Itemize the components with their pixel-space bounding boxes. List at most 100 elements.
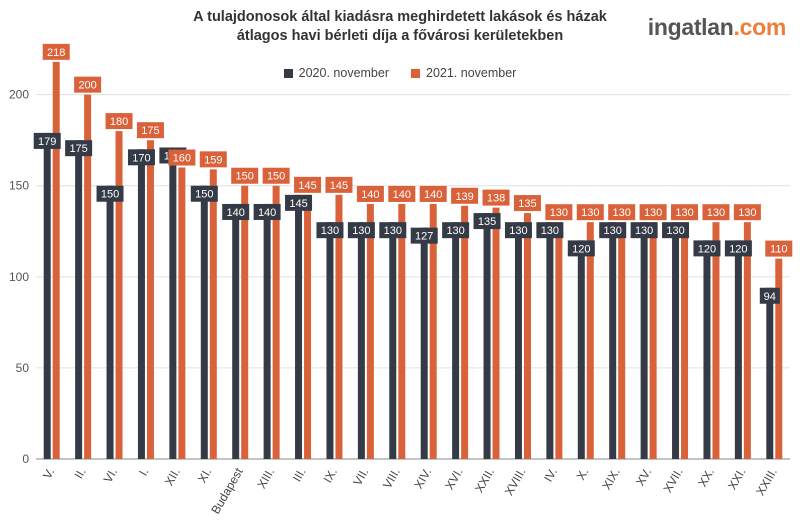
data-label-box-2020 [285,194,313,211]
bar-2020 [232,203,240,459]
category-label: XXIII. [753,466,780,498]
data-label-2021: 110 [770,244,788,256]
data-label-2021: 150 [236,171,254,183]
bar-2020 [389,222,397,459]
category-label: VI. [101,466,120,486]
data-label-2020: 127 [415,231,433,243]
y-tick-label: 150 [9,179,29,193]
data-label-2020: 120 [572,243,590,255]
bar-2021 [618,222,626,459]
data-label-2020: 145 [289,198,307,210]
data-label-box-2020 [759,287,780,304]
bar-2020 [734,240,742,459]
bar-2021 [523,213,531,459]
category-label: IV. [541,466,560,485]
data-label-2020: 130 [384,225,402,237]
data-label-2020: 130 [509,225,527,237]
data-label-box-2020 [316,222,344,239]
category-label: XI. [195,466,214,486]
data-label-2020: 120 [698,243,716,255]
bar-2020 [200,185,208,459]
category-label: XXI. [725,466,748,493]
data-label-2021: 140 [361,189,379,201]
bar-2020 [137,149,145,459]
data-label-2021: 130 [644,207,662,219]
data-label-2020: 150 [195,189,213,201]
data-label-box-2020 [379,222,407,239]
bar-2020 [640,222,648,459]
data-label-box-2020 [222,203,250,220]
data-label-box-2021 [765,240,793,257]
bar-2020 [672,222,680,459]
bar-2021 [429,203,437,459]
data-label-2021: 159 [204,154,222,166]
category-label: XX. [695,466,717,490]
bar-2021 [209,169,217,459]
category-label: XVI. [442,466,465,493]
data-label-box-2020 [567,240,595,257]
data-label-2021: 218 [47,47,65,59]
data-label-2021: 130 [550,207,568,219]
data-label-box-2020 [536,222,564,239]
category-label: XIV. [411,466,434,492]
bar-2020 [452,222,460,459]
bar-2020 [326,222,334,459]
bar-2021 [492,207,500,459]
data-label-2021: 130 [581,207,599,219]
data-label-box-2020 [65,140,93,157]
bar-2021 [775,258,783,459]
legend-item-2020: 2020. november [283,66,389,80]
category-label: VIII. [380,466,403,491]
data-label-box-2021 [671,204,699,221]
data-label-box-2021 [451,187,479,204]
legend-swatch-2020 [283,68,293,78]
category-label: XIII. [254,466,277,491]
bar-2020 [546,222,554,459]
category-label: X. [574,466,592,483]
data-label-box-2021 [136,122,164,139]
data-label-2020: 175 [69,143,87,155]
bar-2020 [263,203,271,459]
data-label-box-2021 [294,176,322,193]
bar-2021 [649,222,657,459]
data-label-2021: 140 [424,189,442,201]
chart-title: A tulajdonosok által kiadásra meghirdete… [140,8,660,46]
bar-2020 [483,213,491,459]
data-label-box-2020 [504,222,532,239]
data-label-box-2020 [473,213,501,230]
data-label-2021: 130 [613,207,631,219]
data-label-box-2021 [199,151,227,168]
data-label-2021: 175 [141,125,159,137]
data-label-box-2020 [724,240,752,257]
bar-2021 [84,94,92,460]
category-label: VII. [350,466,371,489]
data-label-2020: 120 [729,243,747,255]
data-label-2020: 94 [764,291,776,303]
data-label-2020: 150 [101,189,119,201]
data-label-2020: 130 [446,225,464,237]
data-label-2021: 130 [738,207,756,219]
data-label-2020: 130 [635,225,653,237]
data-label-box-2021 [733,204,761,221]
category-label: XVII. [661,466,686,496]
data-label-box-2021 [576,204,604,221]
data-label-box-2021 [74,76,102,93]
data-label-box-2021 [42,43,70,60]
data-label-box-2020 [693,240,721,257]
data-label-2021: 130 [675,207,693,219]
category-label: III. [290,466,309,485]
data-label-box-2020 [190,185,218,202]
data-label-box-2021 [608,204,636,221]
bar-2021 [681,222,689,459]
chart-title-line-2: átlagos havi bérleti díja a fővárosi ker… [236,28,564,44]
data-label-box-2021 [105,113,133,130]
data-label-box-2020 [96,185,124,202]
data-label-2021: 145 [330,180,348,192]
data-label-2020: 130 [321,225,339,237]
bar-2020 [357,222,365,459]
category-label: XII. [162,466,183,489]
data-label-2020: 130 [666,225,684,237]
data-label-2021: 140 [393,189,411,201]
bar-2021 [304,194,312,459]
